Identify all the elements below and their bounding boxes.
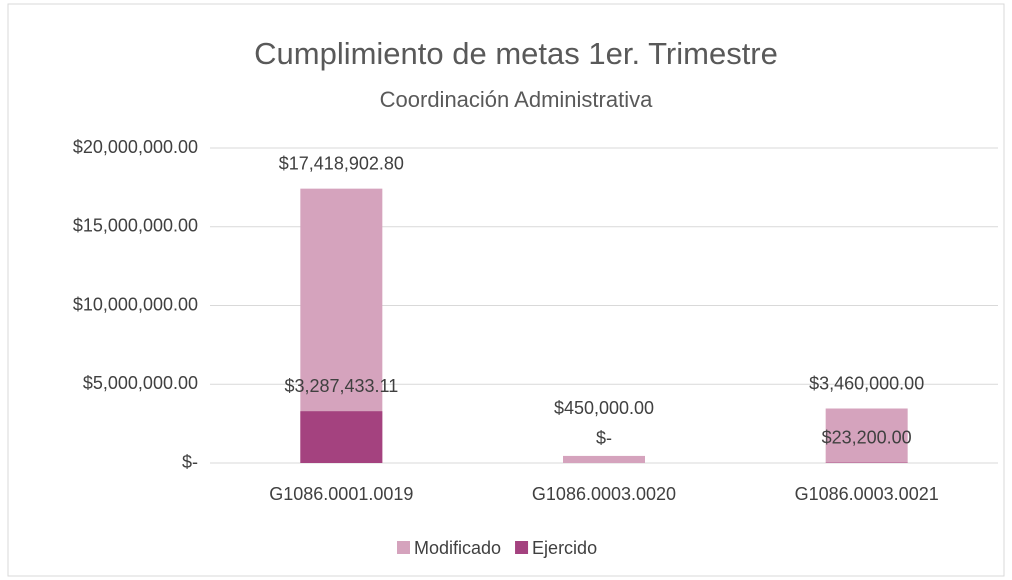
- y-tick-label: $20,000,000.00: [73, 137, 198, 157]
- legend-label: Modificado: [414, 538, 501, 558]
- data-label: $17,418,902.80: [279, 153, 404, 173]
- legend-swatch: [397, 541, 410, 554]
- legend-label: Ejercido: [532, 538, 597, 558]
- data-label: $-: [596, 428, 612, 448]
- chart-subtitle: Coordinación Administrativa: [380, 87, 653, 112]
- bar: [563, 455, 645, 463]
- data-label: $450,000.00: [554, 398, 654, 418]
- y-tick-label: $5,000,000.00: [83, 373, 198, 393]
- x-tick-label: G1086.0001.0019: [269, 484, 413, 504]
- data-label: $3,287,433.11: [284, 376, 398, 396]
- bar: [825, 408, 908, 463]
- y-tick-label: $-: [182, 452, 198, 472]
- y-tick-label: $10,000,000.00: [73, 294, 198, 314]
- y-tick-label: $15,000,000.00: [73, 216, 198, 236]
- chart-border: [7, 3, 1005, 577]
- x-tick-label: G1086.0003.0021: [795, 484, 939, 504]
- x-tick-label: G1086.0003.0020: [532, 484, 676, 504]
- data-label: $23,200.00: [822, 427, 912, 447]
- data-label: $3,460,000.00: [809, 373, 924, 393]
- chart-title: Cumplimiento de metas 1er. Trimestre: [254, 36, 778, 71]
- bar: [300, 411, 383, 463]
- legend-swatch: [515, 541, 529, 554]
